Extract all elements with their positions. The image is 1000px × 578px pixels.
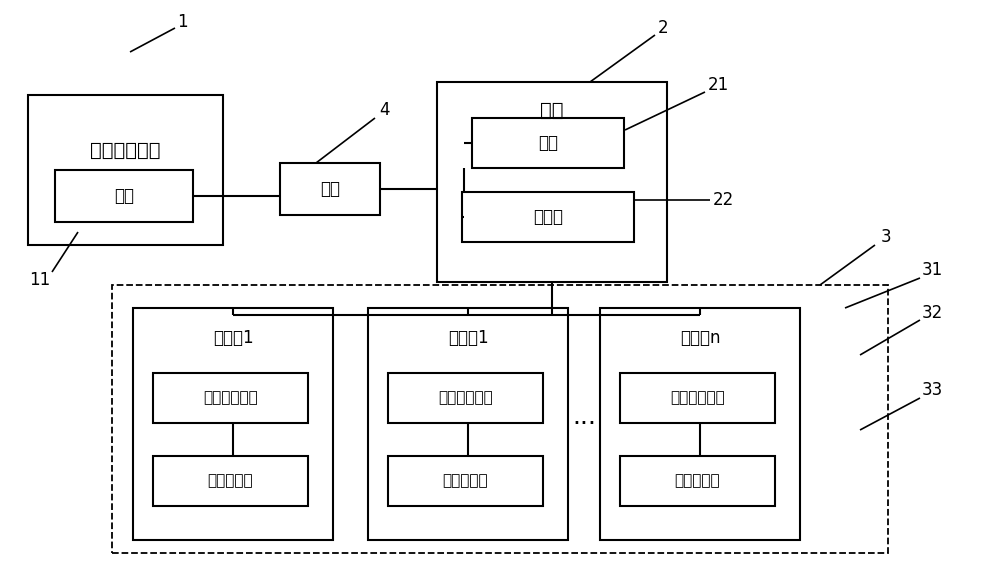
Text: ···: ··· bbox=[572, 412, 596, 436]
Text: 第一温控装置: 第一温控装置 bbox=[670, 391, 725, 406]
Bar bbox=[600, 308, 800, 540]
Text: 太阳能集热器: 太阳能集热器 bbox=[90, 140, 161, 160]
Bar bbox=[368, 308, 568, 540]
Text: 回路管: 回路管 bbox=[533, 208, 563, 226]
Text: 分水箱1: 分水箱1 bbox=[213, 329, 253, 347]
Text: 第一温控装置: 第一温控装置 bbox=[203, 391, 258, 406]
Text: 21: 21 bbox=[707, 76, 729, 94]
Text: 11: 11 bbox=[29, 271, 51, 289]
Bar bbox=[462, 192, 634, 242]
Bar bbox=[28, 95, 223, 245]
Text: 集管: 集管 bbox=[320, 180, 340, 198]
Bar bbox=[112, 285, 888, 553]
Text: 电加热装置: 电加热装置 bbox=[208, 473, 253, 488]
Text: 2: 2 bbox=[658, 19, 668, 37]
Text: 33: 33 bbox=[921, 381, 943, 399]
Text: 电加热装置: 电加热装置 bbox=[443, 473, 488, 488]
Text: 分水箱n: 分水箱n bbox=[680, 329, 720, 347]
Bar bbox=[472, 118, 624, 168]
Text: 22: 22 bbox=[712, 191, 734, 209]
Bar bbox=[620, 373, 775, 423]
Text: 分水箱1: 分水箱1 bbox=[448, 329, 488, 347]
Text: 4: 4 bbox=[380, 101, 390, 119]
Bar bbox=[153, 456, 308, 506]
Text: 3: 3 bbox=[881, 228, 891, 246]
Text: 水箱: 水箱 bbox=[540, 101, 564, 120]
Bar bbox=[280, 163, 380, 215]
Bar bbox=[55, 170, 193, 222]
Text: 电加热装置: 电加热装置 bbox=[675, 473, 720, 488]
Bar bbox=[133, 308, 333, 540]
Text: 第一温控装置: 第一温控装置 bbox=[438, 391, 493, 406]
Text: 盘管: 盘管 bbox=[538, 134, 558, 152]
Bar bbox=[437, 82, 667, 282]
Bar bbox=[388, 456, 543, 506]
Bar bbox=[388, 373, 543, 423]
Bar bbox=[620, 456, 775, 506]
Bar bbox=[153, 373, 308, 423]
Text: 1: 1 bbox=[177, 13, 187, 31]
Text: 扁管: 扁管 bbox=[114, 187, 134, 205]
Text: 32: 32 bbox=[921, 304, 943, 322]
Text: 31: 31 bbox=[921, 261, 943, 279]
